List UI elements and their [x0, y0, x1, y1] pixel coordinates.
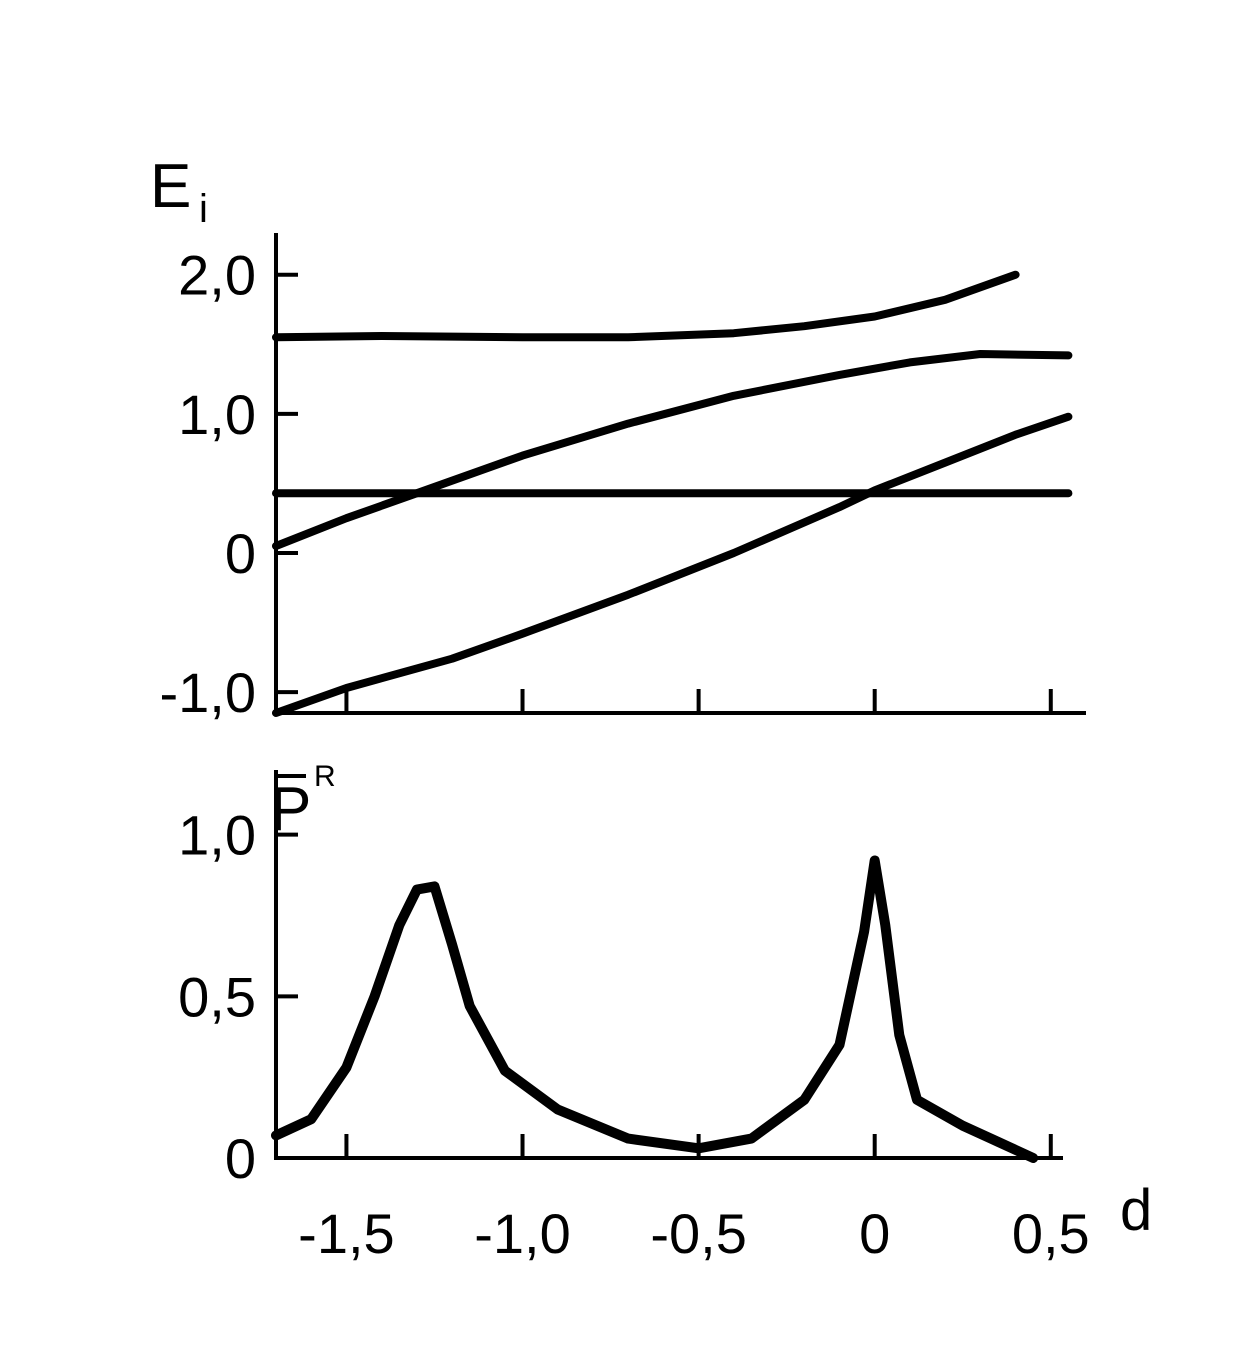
probability-panel: P R 00,51,0-1,5 -1,0 -0,5 0 0,5 d: [178, 760, 1152, 1265]
top-ytick-label: 2,0: [178, 244, 256, 307]
top-series-line-1: [272, 270, 1020, 342]
top-ytick-label: -1,0: [160, 661, 257, 724]
bottom-xtick-label: 0: [859, 1202, 890, 1265]
bottom-xtick-label: -1,0: [474, 1202, 571, 1265]
bottom-xtick-label: -0,5: [650, 1202, 747, 1265]
top-series-line-4: [272, 412, 1073, 717]
top-axes: -1,0 0 1,0 2,0: [160, 233, 1086, 724]
top-ytick-label: 1,0: [178, 383, 256, 446]
bottom-ytick-label: 1,0: [178, 804, 256, 867]
bottom-ylabel-superscript: R: [314, 760, 336, 793]
top-ylabel: E: [150, 152, 191, 221]
bottom-xtick-label: 0,5: [1012, 1202, 1090, 1265]
bottom-xtick-label: -1,5: [298, 1202, 395, 1265]
top-ytick-label: 0: [225, 522, 256, 585]
top-ylabel-subscript: i: [199, 187, 208, 231]
bottom-series-line-1: [271, 855, 1039, 1163]
top-series-line-2: [272, 350, 1073, 550]
energy-panel: E i -1,0 0 1,0 2,0: [150, 152, 1086, 724]
x-axis-label: d: [1120, 1178, 1152, 1243]
bottom-axes: 0 0,5 1,0 -1,5 -1,0 -0,5 0 0,5: [178, 770, 1090, 1265]
top-series-group: [272, 270, 1073, 717]
bottom-series-group: [271, 855, 1039, 1163]
bottom-ytick-label: 0,5: [178, 965, 256, 1028]
bottom-ytick-label: 0: [225, 1127, 256, 1190]
